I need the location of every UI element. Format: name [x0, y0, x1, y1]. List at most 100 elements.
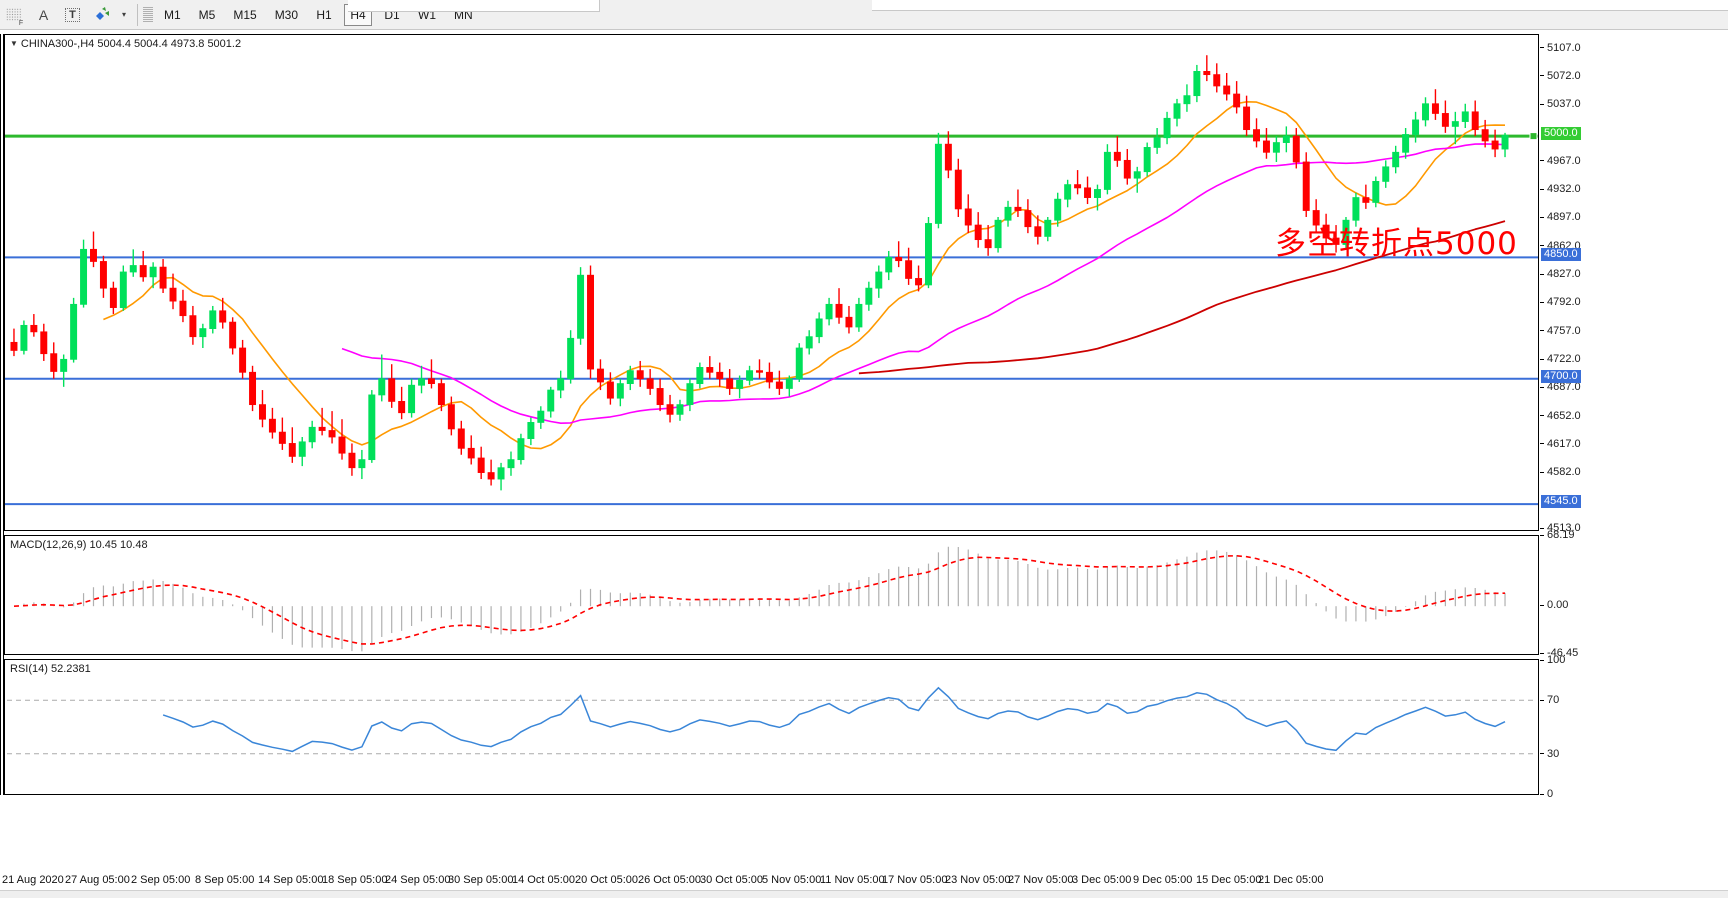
candle: [994, 216, 1002, 253]
candle: [169, 273, 177, 310]
candle: [626, 365, 634, 391]
candle: [1461, 103, 1469, 129]
candle: [537, 406, 545, 429]
candle: [1123, 149, 1131, 185]
time-label: 21 Dec 05:00: [1258, 874, 1324, 886]
candle: [577, 267, 585, 345]
candle: [1143, 142, 1151, 177]
candle: [736, 375, 744, 399]
price-panel-label: ▼ CHINA300-,H4 5004.4 5004.4 4973.8 5001.…: [10, 38, 242, 50]
price-tick-4932-0: 4932.0: [1540, 183, 1581, 195]
candle: [398, 386, 406, 420]
candle: [1302, 152, 1310, 217]
timeframe-m15[interactable]: M15: [227, 4, 262, 26]
tick-dash: [1540, 793, 1544, 795]
tick-dash: [1540, 273, 1544, 275]
tick-dash: [1540, 245, 1544, 247]
candle: [1262, 128, 1270, 159]
macd-panel[interactable]: MACD(12,26,9) 10.45 10.48: [4, 535, 1539, 655]
toolbar-divider: [137, 3, 138, 26]
candle: [338, 419, 346, 460]
tick-dash: [1540, 652, 1544, 654]
macd-tick-0: 68.19: [1540, 529, 1575, 541]
candle: [915, 265, 923, 292]
candle: [1392, 145, 1400, 174]
price-panel[interactable]: ▼ CHINA300-,H4 5004.4 5004.4 4973.8 5001.…: [4, 34, 1539, 531]
time-label: 27 Aug 05:00: [65, 874, 130, 886]
candle: [557, 370, 565, 399]
timeframe-m30[interactable]: M30: [269, 4, 304, 26]
candle: [1024, 199, 1032, 234]
price-axis[interactable]: 5107.0 5072.0 5037.0 4967.0 4932.0 4897.0 4862…: [1540, 30, 1728, 868]
tick-dash: [1540, 415, 1544, 417]
candle: [1471, 100, 1479, 137]
candle: [447, 396, 455, 436]
candle: [925, 216, 932, 289]
candle: [388, 364, 396, 408]
level-handle[interactable]: [1529, 132, 1538, 141]
macd-signal-line: [13, 554, 1506, 645]
objects-icon[interactable]: [88, 2, 115, 28]
candle: [875, 265, 883, 298]
chart-left-gutter[interactable]: [0, 34, 4, 795]
timeframe-m1[interactable]: M1: [158, 4, 187, 26]
crosshair-grid-icon[interactable]: F: [1, 2, 28, 28]
time-label: 23 Nov 05:00: [945, 874, 1011, 886]
price-tick-4617-0: 4617.0: [1540, 438, 1581, 450]
toolbar-grip-icon[interactable]: [143, 4, 153, 26]
candle: [427, 359, 435, 389]
candle: [50, 342, 58, 379]
candle: [288, 427, 296, 463]
tick-label: 5072.0: [1547, 69, 1581, 82]
price-badge-4700-0[interactable]: 4700.0: [1541, 369, 1581, 383]
candle: [696, 362, 704, 389]
price-tick-5107-0: 5107.0: [1540, 42, 1581, 54]
time-label: 21 Aug 2020: [2, 874, 64, 886]
candle: [1352, 192, 1360, 227]
candle: [1103, 144, 1111, 195]
candle: [596, 359, 604, 391]
time-label: 20 Oct 05:00: [575, 874, 638, 886]
tick-dash: [1540, 659, 1544, 661]
chart-area[interactable]: ▼ CHINA300-,H4 5004.4 5004.4 4973.8 5001.…: [0, 30, 1728, 898]
time-label: 3 Dec 05:00: [1072, 874, 1132, 886]
candle: [527, 417, 535, 446]
tick-dash: [1540, 527, 1544, 529]
candle: [636, 360, 644, 387]
text-label-icon[interactable]: A: [38, 6, 49, 23]
timeframe-h1[interactable]: H1: [310, 4, 338, 26]
candle: [944, 131, 952, 179]
text-box-icon[interactable]: T: [59, 2, 86, 28]
candle: [1292, 128, 1300, 169]
price-badge-4545-0[interactable]: 4545.0: [1541, 495, 1581, 509]
tick-dash: [1540, 358, 1544, 360]
rsi-panel[interactable]: RSI(14) 52.2381: [4, 659, 1539, 795]
tick-dash: [1540, 753, 1544, 755]
tick-label: 30: [1547, 747, 1560, 760]
collapse-icon[interactable]: ▼: [10, 39, 18, 48]
candle: [80, 239, 88, 308]
candle: [835, 288, 843, 324]
candle: [139, 250, 147, 282]
timeframe-m5[interactable]: M5: [193, 4, 222, 26]
candle: [726, 369, 734, 395]
tick-dash: [1540, 386, 1544, 388]
candle: [1074, 170, 1082, 195]
candle: [1233, 81, 1241, 114]
candle: [855, 297, 863, 332]
price-badge-4850-0[interactable]: 4850.0: [1541, 248, 1581, 262]
candle: [666, 394, 674, 423]
candle: [1153, 128, 1161, 154]
rsi-tick-0: 0: [1540, 788, 1553, 800]
candle: [616, 378, 624, 407]
candle: [437, 378, 445, 412]
candle: [815, 312, 823, 344]
macd-tick-1: 0.00: [1540, 599, 1568, 611]
candle: [1243, 95, 1251, 137]
price-badge-5000-0[interactable]: 5000.0: [1541, 127, 1581, 141]
candle: [845, 305, 853, 334]
candle: [268, 407, 276, 439]
objects-dropdown-icon[interactable]: ▾: [121, 10, 126, 19]
candle: [249, 365, 257, 412]
candle: [467, 435, 475, 465]
